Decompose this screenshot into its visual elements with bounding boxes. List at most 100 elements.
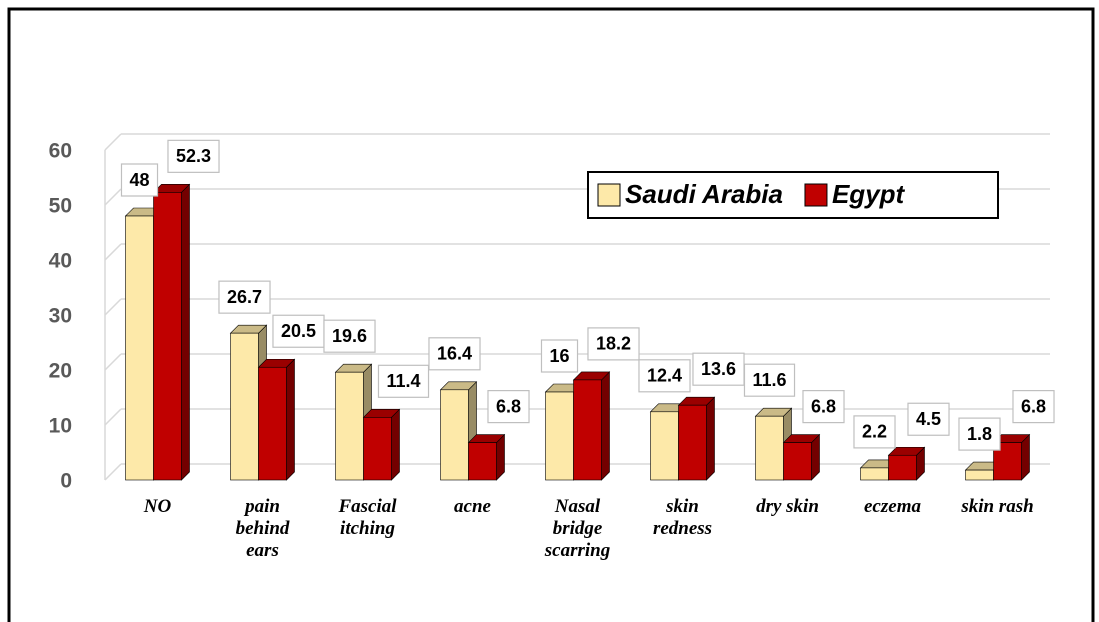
value-label-box [218,280,271,314]
frame [7,7,1095,622]
bar [678,404,707,481]
value-label: 16.4 [437,344,472,364]
bar-side [601,371,610,481]
y-tick-label: 40 [49,250,72,273]
value-label: 52.3 [176,146,211,166]
value-label-group: 18.2 [587,327,640,361]
value-label-box [272,314,325,348]
legend: Saudi Arabia Egypt [587,171,999,219]
bar [230,332,259,481]
value-label-group: 26.7 [218,280,271,314]
bar [573,379,602,481]
value-label: 11.6 [752,370,786,390]
value-label-box [1012,390,1055,424]
bar-side [181,183,190,481]
x-tick-label: Fascial itching [338,496,397,539]
x-tick-label: skin rash [961,496,1034,517]
value-label: 4.5 [916,409,941,429]
bar-side [286,358,295,481]
value-label-box [907,402,950,436]
value-label-group: 13.6 [692,352,745,386]
y-tick-label: 60 [49,140,72,163]
value-label: 6.8 [496,396,521,416]
bar [335,371,364,481]
bar [125,215,154,481]
grid-depth [104,243,122,261]
bar-side [391,408,400,481]
value-label: 12.4 [647,366,682,386]
bar [440,389,469,481]
value-label-group: 16.4 [428,337,481,371]
value-label-group: 11.6 [743,363,796,397]
value-label-group: 16 [540,339,579,373]
grid-depth [104,188,122,206]
value-label-group: 1.8 [958,417,1001,451]
bar [468,442,497,481]
x-tick-label: pain behind ears [235,496,290,561]
bar [650,411,679,481]
value-label-box [587,327,640,361]
value-label-box [167,139,220,173]
y-tick-label: 20 [49,360,72,383]
legend-label: Saudi Arabia [625,179,783,209]
value-label: 2.2 [862,422,887,442]
value-label-group: 19.6 [323,319,376,353]
y-tick-label: 50 [49,195,72,218]
value-label-box [323,319,376,353]
bar [860,467,889,481]
value-label: 6.8 [811,396,836,416]
value-label-group: 6.8 [802,390,845,424]
bar [153,192,182,481]
value-label-group: 6.8 [1012,390,1055,424]
value-label-group: 12.4 [638,359,691,393]
value-label-group: 4.5 [907,402,950,436]
bar [755,415,784,481]
value-label-box [377,364,430,398]
value-label-box [743,363,796,397]
legend-swatch [597,183,621,207]
value-label-box [638,359,691,393]
bar-side [706,396,715,481]
value-label-box [487,390,530,424]
value-label-box [120,163,159,197]
bar [783,442,812,481]
value-label-group: 48 [120,163,159,197]
value-label-box [428,337,481,371]
value-label: 13.6 [701,359,736,379]
value-label: 48 [129,170,149,190]
value-label-group: 20.5 [272,314,325,348]
value-label: 1.8 [967,424,992,444]
y-tick-label: 30 [49,305,72,328]
value-label-box [853,415,896,449]
grid-depth [104,353,122,371]
legend-swatch [804,183,828,207]
grid-depth [104,133,122,151]
value-label: 19.6 [332,326,367,346]
value-label-group: 11.4 [377,364,430,398]
bar [363,416,392,481]
legend-box [587,171,999,219]
value-label-group: 52.3 [167,139,220,173]
bar [965,469,994,481]
x-tick-label: NO [143,496,172,517]
x-tick-label: acne [454,496,491,517]
bar [545,391,574,481]
value-label: 18.2 [596,334,631,354]
value-label: 6.8 [1021,396,1046,416]
value-label-group: 2.2 [853,415,896,449]
grid-depth [104,463,122,481]
value-label: 11.4 [386,371,420,391]
x-tick-label: Nasal bridge scarring [544,496,611,561]
bar [888,454,917,481]
value-label: 26.7 [227,287,262,307]
bar [258,366,287,481]
x-tick-label: skin redness [652,496,713,539]
x-tick-label: eczema [864,496,921,517]
value-label: 20.5 [281,321,316,341]
value-label-box [802,390,845,424]
grid-depth [104,298,122,316]
grid-depth [104,408,122,426]
value-label-group: 6.8 [487,390,530,424]
